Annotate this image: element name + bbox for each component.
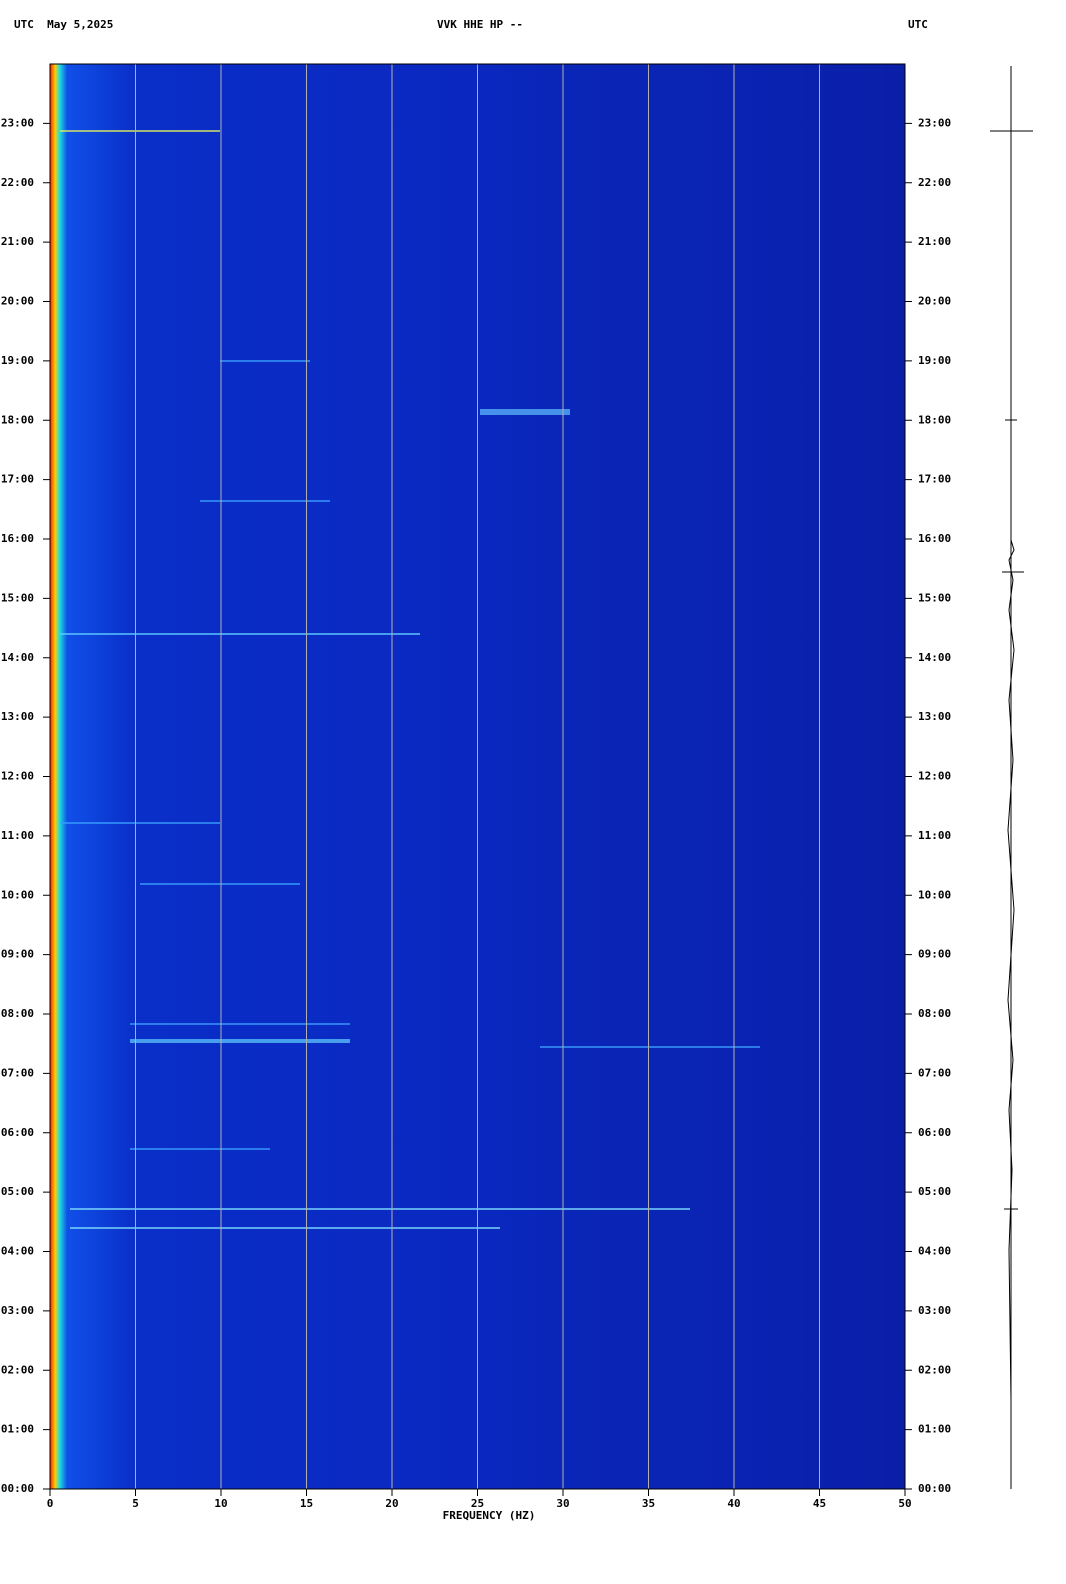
y-tick-label-left: 22:00 [1,176,34,189]
y-tick-label-left: 16:00 [1,532,34,545]
y-tick-label-right: 14:00 [918,651,951,664]
x-tick-label: 10 [214,1497,227,1510]
y-tick-label-left: 11:00 [1,829,34,842]
y-tick-label-right: 05:00 [918,1185,951,1198]
y-tick-label-right: 12:00 [918,770,951,783]
y-tick-label-left: 09:00 [1,948,34,961]
y-tick-label-left: 21:00 [1,235,34,248]
y-tick-label-right: 02:00 [918,1363,951,1376]
y-tick-label-right: 06:00 [918,1126,951,1139]
y-tick-label-left: 19:00 [1,354,34,367]
y-tick-label-left: 13:00 [1,710,34,723]
y-tick-label-left: 10:00 [1,888,34,901]
y-tick-label-left: 03:00 [1,1304,34,1317]
x-tick-label: 30 [556,1497,569,1510]
y-tick-label-right: 22:00 [918,176,951,189]
x-tick-label: 45 [813,1497,826,1510]
y-tick-label-right: 01:00 [918,1423,951,1436]
x-tick-label: 25 [471,1497,484,1510]
x-tick-label: 40 [727,1497,740,1510]
y-tick-label-right: 20:00 [918,295,951,308]
y-tick-label-left: 12:00 [1,770,34,783]
y-tick-label-left: 00:00 [1,1482,34,1495]
y-tick-label-left: 02:00 [1,1363,34,1376]
x-tick-label: 15 [300,1497,313,1510]
x-tick-label: 50 [898,1497,911,1510]
y-tick-label-right: 04:00 [918,1245,951,1258]
y-tick-label-right: 00:00 [918,1482,951,1495]
chart-title: VVK HHE HP -- [437,18,523,31]
right-label: UTC [908,18,928,31]
y-tick-label-right: 15:00 [918,591,951,604]
y-tick-label-left: 05:00 [1,1185,34,1198]
plot-frame [49,63,906,1490]
seismogram-trace [990,66,1033,1489]
streaks [60,130,760,1229]
y-tick-label-left: 07:00 [1,1066,34,1079]
y-tick-label-left: 06:00 [1,1126,34,1139]
y-tick-label-left: 17:00 [1,473,34,486]
y-tick-label-right: 19:00 [918,354,951,367]
date-label: UTC May 5,2025 [14,18,113,31]
y-tick-label-left: 20:00 [1,295,34,308]
y-tick-label-right: 17:00 [918,473,951,486]
y-tick-label-right: 21:00 [918,235,951,248]
y-tick-label-left: 01:00 [1,1423,34,1436]
y-tick-label-left: 04:00 [1,1245,34,1258]
y-tick-label-right: 16:00 [918,532,951,545]
y-tick-label-left: 08:00 [1,1007,34,1020]
y-tick-label-left: 23:00 [1,116,34,129]
y-tick-label-right: 23:00 [918,116,951,129]
x-tick-label: 0 [47,1497,54,1510]
y-tick-label-right: 13:00 [918,710,951,723]
y-tick-label-right: 09:00 [918,948,951,961]
y-tick-label-right: 18:00 [918,413,951,426]
y-tick-label-left: 14:00 [1,651,34,664]
y-tick-label-left: 18:00 [1,413,34,426]
x-axis-label: FREQUENCY (HZ) [443,1509,536,1522]
y-tick-label-right: 11:00 [918,829,951,842]
y-tick-label-left: 15:00 [1,591,34,604]
x-tick-label: 5 [132,1497,139,1510]
y-tick-label-right: 08:00 [918,1007,951,1020]
x-tick-label: 35 [642,1497,655,1510]
y-tick-label-right: 03:00 [918,1304,951,1317]
y-tick-label-right: 10:00 [918,888,951,901]
y-tick-label-right: 07:00 [918,1066,951,1079]
x-tick-label: 20 [385,1497,398,1510]
